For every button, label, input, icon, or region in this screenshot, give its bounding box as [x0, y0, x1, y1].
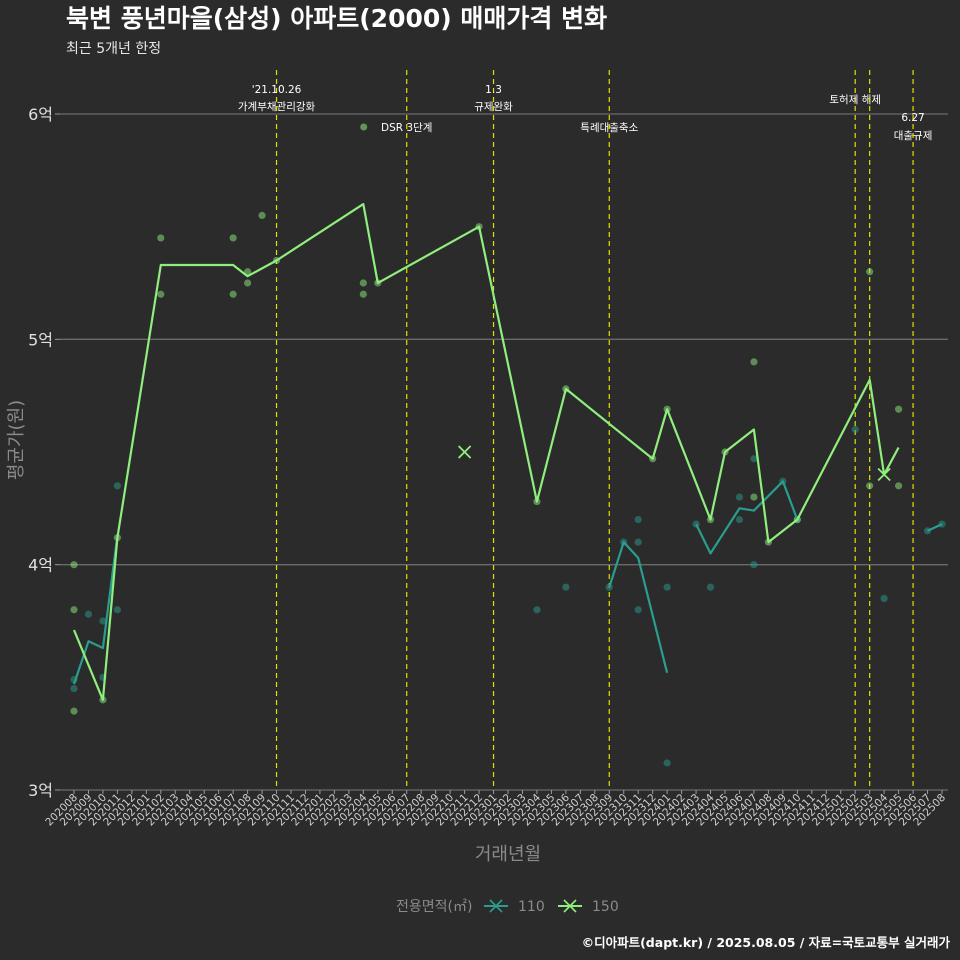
point-150-13 — [359, 279, 367, 287]
event-label-202309-0: 특례대출축소 — [580, 122, 638, 134]
series-line-110 — [72, 480, 943, 685]
point-110-21 — [750, 455, 758, 463]
legend-item-110: 110 — [484, 899, 545, 915]
point-150-0 — [70, 561, 78, 569]
legend-item-150: 150 — [558, 899, 619, 915]
point-150-7 — [229, 234, 237, 242]
point-110-7 — [533, 606, 541, 614]
event-label-202506-1: 대출규제 — [894, 130, 933, 142]
ytick-label-4: 4억 — [28, 556, 53, 575]
legend-title: 전용면적(㎡) — [396, 899, 472, 915]
point-150-14 — [359, 290, 367, 298]
event-label-202110-1: 가계부채관리강화 — [238, 101, 316, 113]
event-label-202110-0: '21.10.26 — [252, 84, 302, 96]
point-110-13 — [634, 606, 642, 614]
point-150-10 — [244, 279, 252, 287]
legend: 전용면적(㎡) 110 150 — [396, 899, 619, 915]
point-150-29 — [895, 405, 903, 413]
point-150-30 — [895, 482, 903, 490]
point-150-6 — [157, 290, 165, 298]
point-150-24 — [750, 493, 758, 501]
point-110-25 — [880, 594, 888, 603]
y-axis-title: 평균가(원) — [6, 400, 27, 480]
marker-150-1 — [877, 467, 891, 482]
legend-label-110: 110 — [518, 899, 545, 915]
marker-150-0 — [457, 445, 472, 459]
event-dot-202207 — [360, 123, 368, 131]
event-label-202506-0: 6.27 — [901, 112, 924, 124]
event-label-202301-1: 규제완화 — [474, 100, 513, 113]
point-110-16 — [692, 520, 700, 528]
chart-subtitle: 최근 5개년 한정 — [66, 41, 161, 57]
point-110-24 — [851, 425, 859, 434]
point-110-2 — [84, 610, 93, 618]
ytick-label-6: 6억 — [28, 105, 53, 124]
point-110-14 — [663, 583, 671, 591]
ytick-label-3: 3억 — [28, 781, 53, 800]
point-150-5 — [157, 234, 165, 242]
point-110-15 — [663, 759, 671, 767]
event-label-202207-0: DSR 3단계 — [381, 122, 432, 134]
point-110-9 — [605, 583, 613, 591]
event-label-202502-0: 토허제 해제 — [829, 93, 881, 106]
point-110-17 — [706, 583, 715, 591]
point-110-20 — [750, 561, 758, 569]
point-150-1 — [70, 606, 78, 614]
point-110-11 — [634, 538, 642, 546]
point-110-18 — [735, 516, 744, 524]
x-axis-ticks: 2020082020092020102020112020122021012021… — [43, 790, 948, 828]
point-150-8 — [229, 290, 237, 298]
point-150-28 — [866, 482, 874, 490]
y-axis-ticks: 3억 4억 5억 6억 — [28, 105, 60, 800]
x-axis-title: 거래년월 — [475, 844, 541, 865]
point-110-8 — [562, 583, 570, 591]
point-110-5 — [113, 606, 121, 614]
point-110-12 — [634, 516, 642, 524]
point-110-3 — [99, 617, 107, 625]
event-label-202301-0: 1.3 — [485, 84, 502, 96]
ytick-label-5: 5억 — [28, 330, 53, 349]
gridlines — [60, 113, 948, 791]
source-caption: ©디아파트(dapt.kr) / 2025.08.05 / 자료=국토교통부 실… — [582, 935, 951, 950]
point-150-11 — [258, 211, 266, 219]
point-150-2 — [70, 707, 78, 715]
point-150-27 — [866, 268, 874, 276]
point-110-19 — [735, 493, 744, 501]
point-110-0 — [70, 685, 78, 693]
point-150-23 — [750, 358, 758, 366]
chart-title: 북변 풍년마을(삼성) 아파트(2000) 매매가격 변화 — [66, 4, 607, 33]
point-110-6 — [113, 482, 121, 490]
legend-label-150: 150 — [592, 899, 619, 915]
data-layer — [70, 203, 946, 767]
series-line-150 — [72, 203, 900, 701]
